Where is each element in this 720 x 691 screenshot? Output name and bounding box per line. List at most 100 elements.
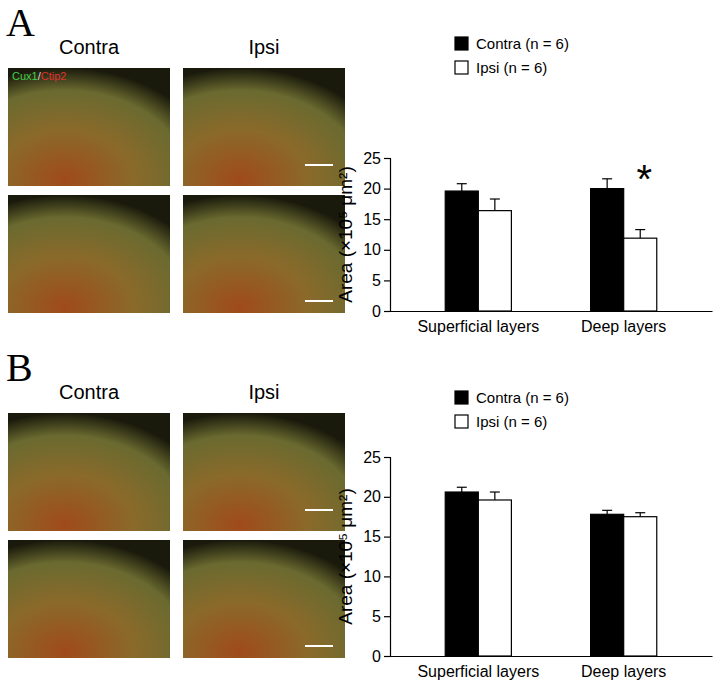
tick-mark bbox=[384, 189, 390, 190]
tick-mark bbox=[384, 497, 390, 498]
bar-chart: 0 5 10 15 20 25 Superficial layers Deep layers A… bbox=[335, 35, 713, 335]
column-header: Ipsi bbox=[248, 36, 279, 58]
legend-swatch bbox=[455, 61, 468, 74]
stain-label: Cux1/Ctip2 bbox=[12, 70, 66, 82]
axis-line bbox=[384, 159, 391, 312]
column-header: Contra bbox=[59, 381, 120, 403]
figure: A Contra Ipsi Cux1/Ctip2 B Contra Ipsi 0 5 10 15 20… bbox=[0, 0, 720, 691]
tick-mark bbox=[384, 280, 390, 281]
tick: 15 bbox=[363, 528, 390, 545]
bar bbox=[478, 500, 511, 656]
tick-label: Superficial layers bbox=[417, 318, 539, 335]
bar bbox=[445, 191, 478, 311]
error-cap bbox=[457, 487, 467, 488]
column-header: Contra bbox=[59, 36, 120, 58]
error-stem bbox=[461, 487, 462, 492]
tick-mark bbox=[384, 616, 390, 617]
error-cap bbox=[457, 183, 467, 184]
tick-mark bbox=[384, 250, 390, 251]
panel-letter: B bbox=[6, 345, 33, 390]
tick-label: 10 bbox=[363, 241, 381, 258]
micrograph bbox=[8, 68, 170, 186]
tick: 5 bbox=[372, 272, 390, 289]
tick: 20 bbox=[363, 488, 390, 505]
bar bbox=[445, 492, 478, 656]
error-bar bbox=[457, 487, 467, 492]
scale-bar bbox=[305, 509, 333, 511]
panel-letter: A bbox=[6, 0, 35, 45]
error-stem bbox=[607, 179, 608, 189]
plot-area bbox=[445, 179, 657, 311]
tick-mark bbox=[384, 311, 390, 312]
plot-area bbox=[445, 487, 657, 656]
micrograph bbox=[183, 540, 345, 658]
tick: 10 bbox=[363, 241, 390, 258]
error-bar bbox=[635, 513, 645, 517]
image-panel: A Contra Ipsi Cux1/Ctip2 bbox=[6, 0, 345, 313]
tick-mark bbox=[384, 158, 390, 159]
micrograph bbox=[183, 68, 345, 186]
micrograph bbox=[183, 413, 345, 531]
tick-mark bbox=[384, 656, 390, 657]
bar bbox=[478, 211, 511, 311]
bar-chart: 0510152025Superficial layersDeep layersA… bbox=[335, 389, 713, 680]
bar bbox=[591, 514, 624, 656]
y-axis: 0 5 10 15 20 25 bbox=[363, 449, 390, 665]
bar bbox=[591, 189, 624, 311]
tick-label: 25 bbox=[363, 449, 381, 466]
tick-label: 20 bbox=[363, 488, 381, 505]
tick: 10 bbox=[363, 568, 390, 585]
error-bar bbox=[635, 230, 645, 239]
y-axis-title: Area (×10⁵ μm²) bbox=[335, 166, 356, 303]
micrograph bbox=[8, 540, 170, 658]
column-header: Ipsi bbox=[248, 381, 279, 403]
tick-label: 0 bbox=[372, 648, 381, 665]
error-bar bbox=[602, 179, 612, 189]
legend: Contra (n = 6)Ipsi (n = 6) bbox=[455, 389, 569, 430]
legend-label: Ipsi (n = 6) bbox=[476, 413, 547, 430]
error-stem bbox=[640, 230, 641, 239]
error-cap bbox=[490, 491, 500, 492]
error-bar bbox=[602, 510, 612, 514]
micrograph bbox=[183, 195, 345, 313]
tick: 5 bbox=[372, 608, 390, 625]
tick-label: Superficial layers bbox=[417, 663, 539, 680]
tick-label: 0 bbox=[372, 303, 381, 320]
tick: 25 bbox=[363, 150, 390, 167]
legend-swatch bbox=[455, 37, 468, 50]
axis-line bbox=[384, 458, 391, 657]
error-stem bbox=[494, 199, 495, 211]
error-bar bbox=[490, 199, 500, 211]
tick: 15 bbox=[363, 211, 390, 228]
tick-mark bbox=[384, 219, 390, 220]
significance-mark: * bbox=[636, 157, 652, 201]
x-axis: Superficial layers Deep layers bbox=[391, 311, 713, 335]
stain-part: Cux1 bbox=[12, 70, 38, 82]
y-axis: 0 5 10 15 20 25 bbox=[363, 150, 390, 320]
tick: Deep layers bbox=[581, 656, 666, 680]
tick: 25 bbox=[363, 449, 390, 466]
tick: 20 bbox=[363, 180, 390, 197]
tick: 0 bbox=[372, 648, 390, 665]
scale-bar bbox=[305, 300, 333, 302]
tick-label: 5 bbox=[372, 608, 381, 625]
tick-label: 5 bbox=[372, 272, 381, 289]
legend-label: Ipsi (n = 6) bbox=[476, 59, 547, 76]
tick: 0 bbox=[372, 303, 390, 320]
x-axis: Superficial layers Deep layers bbox=[391, 656, 713, 680]
bar bbox=[624, 517, 657, 656]
legend-swatch bbox=[455, 415, 468, 428]
tick-label: 15 bbox=[363, 211, 381, 228]
tick-label: Deep layers bbox=[581, 663, 666, 680]
tick-mark bbox=[384, 457, 390, 458]
tick-label: 25 bbox=[363, 150, 381, 167]
tick-mark bbox=[384, 536, 390, 537]
error-stem bbox=[494, 492, 495, 500]
tick: Deep layers bbox=[581, 311, 666, 335]
legend-swatch bbox=[455, 391, 468, 404]
micrograph bbox=[8, 413, 170, 531]
tick-label: Deep layers bbox=[581, 318, 666, 335]
tick-label: 10 bbox=[363, 568, 381, 585]
legend: Contra (n = 6)Ipsi (n = 6) bbox=[455, 35, 569, 76]
error-cap bbox=[602, 178, 612, 179]
